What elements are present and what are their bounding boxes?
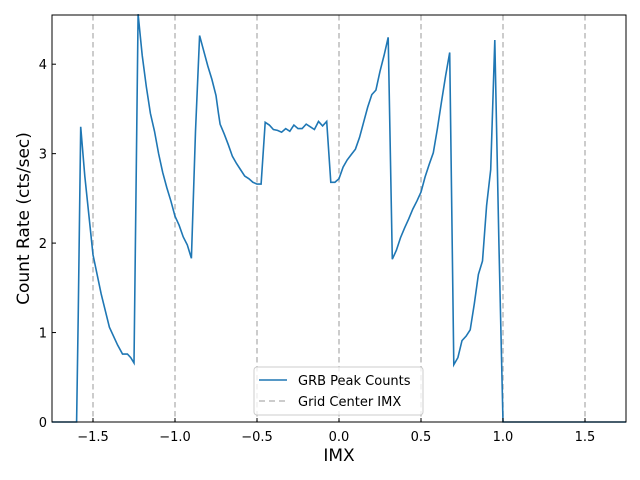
y-tick-label: 4	[39, 58, 47, 73]
y-tick-label: 1	[39, 327, 47, 342]
x-tick-label: 0.5	[411, 430, 432, 445]
x-tick-label: −1.0	[159, 430, 191, 445]
x-axis-label: IMX	[323, 446, 355, 466]
x-tick-label: 0.0	[329, 430, 350, 445]
y-tick-label: 3	[39, 148, 47, 163]
y-tick-label: 2	[39, 237, 47, 252]
grid-center-lines	[92, 15, 586, 422]
legend: GRB Peak Counts Grid Center IMX	[253, 366, 424, 416]
y-axis-label: Count Rate (cts/sec)	[14, 132, 34, 305]
x-tick-label: 1.5	[575, 430, 596, 445]
legend-label-grid-center-imx: Grid Center IMX	[298, 395, 401, 410]
x-axis-ticks: −1.5 −1.0 −0.5 0.0 0.5 1.0 1.5	[77, 418, 595, 445]
x-tick-label: −1.5	[77, 430, 109, 445]
x-tick-label: 1.0	[493, 430, 514, 445]
x-tick-label: −0.5	[241, 430, 273, 445]
legend-label-grb-peak-counts: GRB Peak Counts	[298, 374, 411, 389]
y-axis-ticks: 0 1 2 3 4	[39, 58, 56, 431]
legend-box	[253, 366, 424, 416]
y-tick-label: 0	[39, 416, 47, 431]
